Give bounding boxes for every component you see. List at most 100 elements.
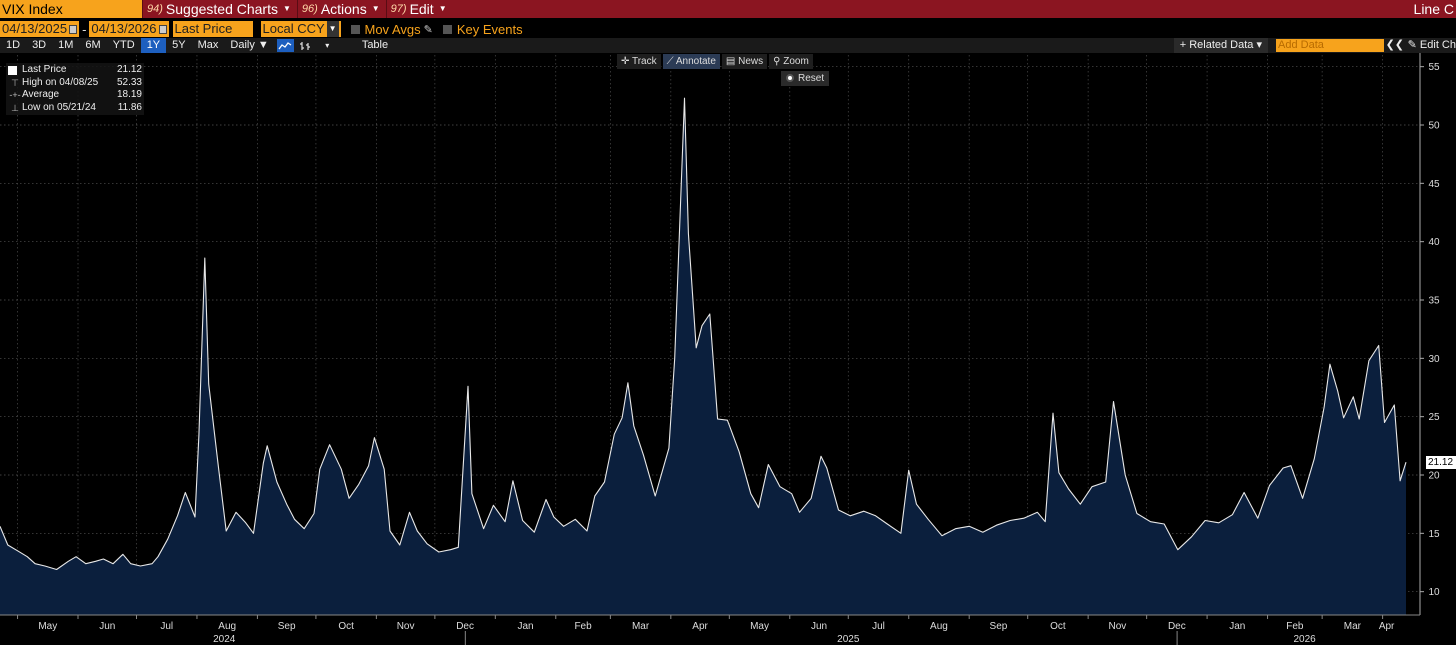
annotate-pen-icon: ⟋ bbox=[666, 56, 676, 67]
edit-chart-label: Edit Ch bbox=[1419, 39, 1456, 51]
chart-legend: Last Price 21.12 ⊤ High on 04/08/25 52.33… bbox=[6, 63, 144, 115]
chart-type-label[interactable]: Line C bbox=[1413, 1, 1454, 17]
month-label: May bbox=[38, 621, 57, 632]
edit-chart-button[interactable]: ✎ Edit Ch bbox=[1404, 38, 1456, 53]
menu-label: Edit bbox=[409, 1, 434, 17]
year-label: 2024 bbox=[213, 634, 236, 645]
range-5y[interactable]: 5Y bbox=[172, 39, 186, 51]
calendar-icon[interactable] bbox=[69, 24, 78, 34]
legend-item-low: ⊥ Low on 05/21/24 11.86 bbox=[8, 102, 142, 115]
reset-icon bbox=[786, 74, 794, 82]
month-label: Jul bbox=[872, 621, 885, 632]
crosshair-icon: ✛ bbox=[621, 56, 632, 67]
month-label: Mar bbox=[632, 621, 650, 632]
edit-menu[interactable]: 97) Edit ▼ bbox=[385, 0, 453, 18]
caret-down-icon: ▼ bbox=[438, 4, 447, 13]
magnifier-icon: ⚲ bbox=[773, 56, 784, 67]
y-tick-label: 15 bbox=[1428, 529, 1440, 540]
calendar-icon[interactable] bbox=[158, 24, 167, 34]
related-data-button[interactable]: + Related Data ▾ bbox=[1173, 38, 1268, 53]
track-tool[interactable]: ✛ Track bbox=[617, 54, 661, 69]
table-button[interactable]: Table bbox=[361, 39, 389, 51]
y-tick-label: 10 bbox=[1428, 587, 1440, 598]
field-value: Last Price bbox=[174, 21, 233, 36]
legend-item-high: ⊤ High on 04/08/25 52.33 bbox=[8, 77, 142, 90]
ticker-field[interactable]: VIX Index bbox=[0, 0, 142, 18]
month-label: Feb bbox=[1286, 621, 1304, 632]
grid-lines bbox=[0, 55, 1420, 615]
legend-value: 11.86 bbox=[117, 101, 142, 113]
more-dropdown-icon[interactable]: ▾ bbox=[325, 41, 330, 50]
range-1d[interactable]: 1D bbox=[6, 39, 21, 51]
news-label: News bbox=[738, 56, 764, 67]
range-toolbar: 1D 3D 1M 6M YTD 1Y 5Y Max Daily ▼ ▾ Tabl… bbox=[0, 38, 1456, 53]
average-line-icon: -+- bbox=[9, 90, 21, 100]
range-1m[interactable]: 1M bbox=[58, 39, 74, 51]
month-label: Jun bbox=[99, 621, 115, 632]
legend-value: 18.19 bbox=[116, 89, 142, 100]
legend-value: 52.33 bbox=[116, 76, 142, 88]
frequency-selector[interactable]: Daily ▼ bbox=[230, 39, 269, 51]
range-ytd[interactable]: YTD bbox=[112, 39, 135, 51]
y-tick-label: 25 bbox=[1428, 412, 1440, 423]
caret-down-icon: ▼ bbox=[371, 4, 380, 13]
dropdown-arrow-icon: ▼ bbox=[326, 21, 339, 37]
date-separator: - bbox=[82, 21, 87, 37]
month-label: May bbox=[750, 621, 769, 632]
key-events-label[interactable]: Key Events bbox=[456, 21, 523, 37]
legend-item-average: -+- Average 18.19 bbox=[8, 89, 142, 102]
line-chart-icon[interactable] bbox=[276, 39, 294, 52]
y-tick-label: 30 bbox=[1428, 354, 1440, 365]
pencil-icon[interactable]: ✎ bbox=[423, 23, 433, 36]
reset-label: Reset bbox=[798, 73, 825, 84]
month-label: Dec bbox=[456, 621, 474, 632]
y-tick-label: 50 bbox=[1428, 121, 1440, 132]
legend-label: Average bbox=[22, 89, 60, 100]
range-6m[interactable]: 6M bbox=[85, 39, 101, 51]
zoom-tool[interactable]: ⚲ Zoom bbox=[769, 54, 813, 69]
mov-avgs-label[interactable]: Mov Avgs bbox=[364, 21, 421, 37]
last-value-tag: 21.12 bbox=[1426, 456, 1456, 469]
start-date-value: 04/13/2025 bbox=[2, 21, 68, 36]
field-selector[interactable]: Last Price bbox=[172, 21, 253, 37]
low-marker-icon: ⊥ bbox=[11, 102, 19, 113]
price-line bbox=[0, 97, 1407, 571]
year-label: 2026 bbox=[1293, 634, 1316, 645]
month-label: Oct bbox=[338, 621, 354, 632]
add-data-input[interactable]: Add Data bbox=[1276, 39, 1384, 52]
month-label: Nov bbox=[1108, 621, 1126, 632]
high-marker-icon: ⊤ bbox=[11, 77, 19, 88]
end-date-field[interactable]: 04/13/2026 bbox=[89, 21, 169, 37]
legend-label: High on 04/08/25 bbox=[22, 76, 99, 88]
actions-menu[interactable]: 96) Actions ▼ bbox=[296, 0, 386, 18]
y-tick-label: 20 bbox=[1428, 471, 1440, 482]
range-1y[interactable]: 1Y bbox=[140, 38, 167, 53]
range-3d[interactable]: 3D bbox=[32, 39, 47, 51]
collapse-left-icon[interactable]: ❮❮ bbox=[1385, 39, 1404, 51]
mov-avgs-checkbox[interactable] bbox=[350, 24, 360, 34]
month-label: Aug bbox=[218, 621, 236, 632]
y-tick-label: 40 bbox=[1428, 237, 1440, 248]
month-label: Apr bbox=[1379, 621, 1395, 632]
month-label: Jan bbox=[517, 621, 533, 632]
caret-down-icon: ▼ bbox=[282, 4, 291, 13]
news-icon: ▤ bbox=[725, 56, 739, 67]
annotate-label: Annotate bbox=[675, 56, 716, 67]
range-max[interactable]: Max bbox=[197, 39, 219, 51]
suggested-charts-menu[interactable]: 94) Suggested Charts ▼ bbox=[142, 0, 297, 18]
zoom-label: Zoom bbox=[783, 56, 809, 67]
annotate-tool[interactable]: ⟋ Annotate bbox=[662, 54, 720, 69]
currency-value: Local CCY bbox=[262, 21, 325, 36]
start-date-field[interactable]: 04/13/2025 bbox=[0, 21, 80, 37]
key-events-checkbox[interactable] bbox=[442, 24, 452, 34]
pencil-icon: ✎ bbox=[1407, 39, 1417, 51]
legend-label: Low on 05/21/24 bbox=[22, 101, 96, 113]
month-label: Oct bbox=[1050, 621, 1066, 632]
currency-selector[interactable]: Local CCY ▼ bbox=[260, 21, 341, 37]
bar-chart-icon[interactable] bbox=[298, 39, 315, 52]
reset-button[interactable]: Reset bbox=[781, 71, 830, 86]
month-label: Mar bbox=[1344, 621, 1362, 632]
news-tool[interactable]: ▤ News bbox=[721, 54, 768, 69]
menu-number: 96) bbox=[301, 3, 318, 15]
